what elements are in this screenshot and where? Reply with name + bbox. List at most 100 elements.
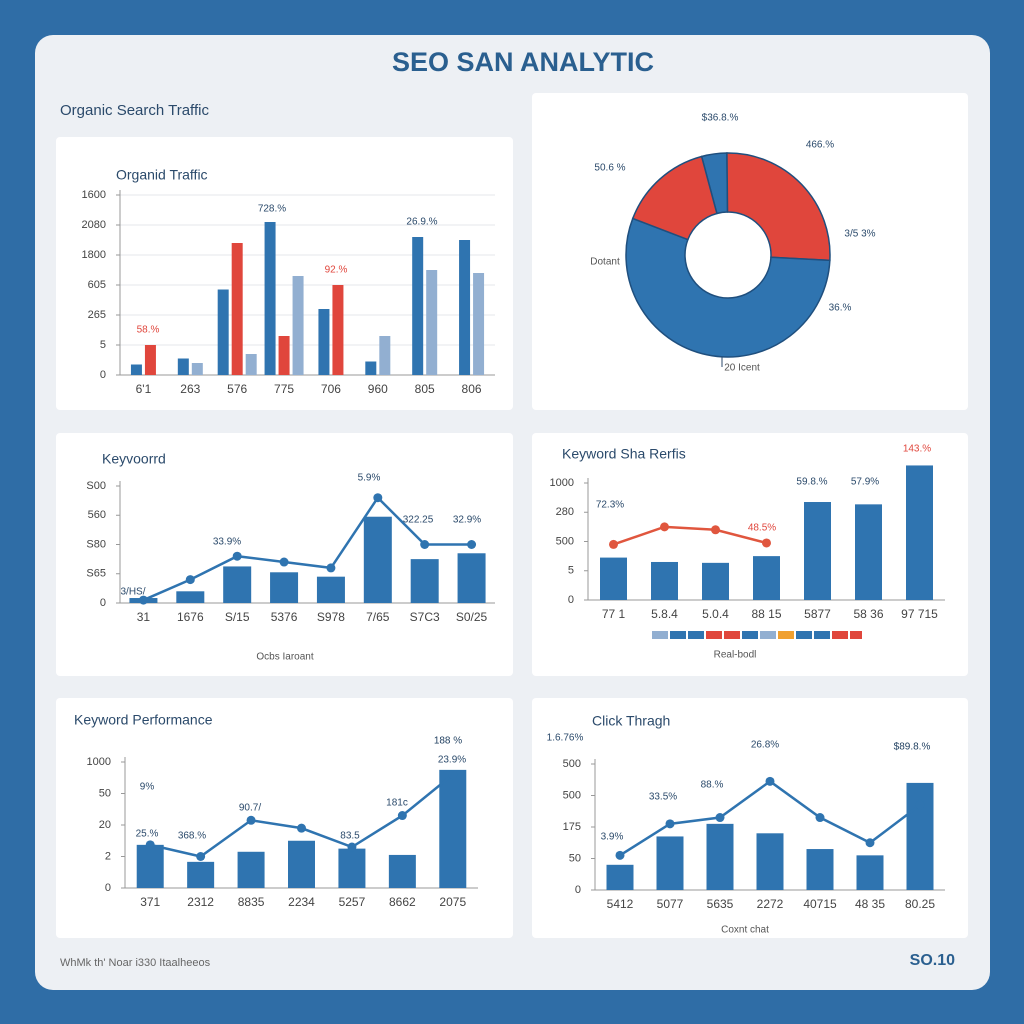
x-tick-label: S/15	[225, 610, 250, 624]
bar	[426, 270, 438, 375]
line-marker	[185, 575, 195, 585]
line-marker	[762, 538, 771, 548]
y-tick-label: 605	[88, 279, 106, 291]
panel-background	[532, 93, 968, 410]
x-tick-label: 88 15	[751, 607, 781, 621]
bar	[231, 243, 243, 375]
y-tick-label: 1000	[550, 477, 574, 489]
y-tick-label: 0	[100, 597, 106, 609]
annotation: 20 Icent	[724, 363, 760, 374]
x-tick-label: 40715	[803, 897, 837, 911]
bar	[264, 222, 276, 375]
line	[142, 495, 472, 602]
y-tick-label: 0	[575, 884, 581, 896]
x-tick-label: 5877	[804, 607, 831, 621]
legend-swatch	[760, 631, 776, 639]
x-tick-label: 8662	[389, 895, 416, 909]
annotation: 26.8%	[751, 740, 779, 751]
line-marker	[865, 838, 875, 848]
bar	[756, 833, 784, 890]
x-tick-label: 960	[368, 382, 388, 396]
bar	[363, 516, 392, 603]
annotation: 33.5%	[649, 792, 677, 803]
x-tick-label: 58 36	[853, 607, 883, 621]
legend-swatch	[688, 631, 704, 639]
x-tick-label: 5376	[271, 610, 298, 624]
y-tick-label: 5	[568, 565, 574, 577]
x-tick-label: 5635	[707, 897, 734, 911]
bar	[651, 561, 678, 600]
line	[613, 525, 767, 546]
annotation: 36.%	[829, 303, 852, 314]
y-tick-label: 5	[100, 339, 106, 351]
donut-slice	[726, 152, 831, 262]
y-tick-label: 265	[88, 309, 106, 321]
y-tick-label: 2080	[82, 219, 106, 231]
line-marker	[467, 540, 477, 549]
annotation: 92.%	[325, 265, 348, 276]
y-tick-label: 500	[563, 758, 581, 770]
y-tick-label: S00	[86, 480, 106, 492]
chart-title: Keyword Sha Rerfis	[562, 446, 686, 462]
line-marker	[297, 823, 306, 833]
bar	[288, 840, 315, 888]
donut-slice	[625, 217, 831, 358]
line-marker	[448, 770, 458, 780]
annotation: 1.6.76%	[547, 733, 584, 744]
bar	[459, 240, 471, 375]
x-tick-label: 806	[462, 382, 482, 396]
bar	[906, 465, 933, 600]
chart-panel: Organid Traffic 0 5 265 605 1800 2080 1600 6'1 26…	[56, 137, 513, 410]
line-marker	[373, 493, 383, 503]
x-tick-label: 805	[415, 382, 435, 396]
line-marker	[815, 813, 825, 823]
chart-panel: Keyword Sha Rerfis 0 5 500 280 1000 77 1 5.8.4 5…	[532, 433, 968, 676]
x-tick-label: S0/25	[456, 610, 488, 624]
line-marker	[246, 815, 256, 825]
annotation: 23.9%	[438, 755, 466, 766]
section-title: Organic Search Traffic	[60, 102, 209, 119]
bar	[177, 358, 189, 375]
x-axis-label: Ocbs Iaroant	[256, 652, 313, 663]
y-tick-label: 2	[105, 850, 111, 862]
x-axis-label: Coxnt chat	[721, 925, 769, 936]
annotation: 88.%	[701, 780, 724, 791]
x-tick-label: S7C3	[410, 610, 440, 624]
bar	[187, 861, 215, 888]
annotation: 57.9%	[851, 477, 879, 488]
line-marker	[660, 522, 669, 532]
bar	[130, 364, 142, 375]
bar	[144, 345, 156, 375]
annotation: 50.6 %	[594, 163, 625, 174]
y-tick-label: 560	[88, 509, 106, 521]
bar	[176, 591, 205, 603]
legend-swatch	[742, 631, 758, 639]
bar	[191, 363, 203, 375]
x-tick-label: 8835	[238, 895, 265, 909]
x-tick-label: 77 1	[602, 607, 626, 621]
annotation: 728.%	[258, 204, 286, 215]
bar	[753, 556, 780, 600]
annotation: 3.9%	[601, 832, 624, 843]
bar	[278, 336, 290, 375]
bar	[332, 285, 344, 375]
y-tick-label: 0	[568, 594, 574, 606]
bar	[439, 769, 467, 888]
chart-title: Click Thragh	[592, 713, 670, 729]
legend-swatch	[850, 631, 862, 639]
bar	[318, 309, 330, 375]
line-marker	[347, 842, 357, 852]
line-marker	[609, 539, 618, 549]
annotation: 90.7/	[239, 803, 261, 814]
x-tick-label: 2234	[288, 895, 315, 909]
annotation: 322.25	[403, 515, 434, 526]
x-axis-label: Real-bodl	[714, 650, 757, 661]
x-tick-label: 5412	[607, 897, 634, 911]
annotation: 3/5 3%	[844, 229, 875, 240]
x-tick-label: 97 715	[901, 607, 938, 621]
panel-background	[532, 433, 968, 676]
donut-slice	[631, 155, 718, 241]
y-tick-label: 1800	[82, 249, 106, 261]
bar	[410, 559, 439, 603]
